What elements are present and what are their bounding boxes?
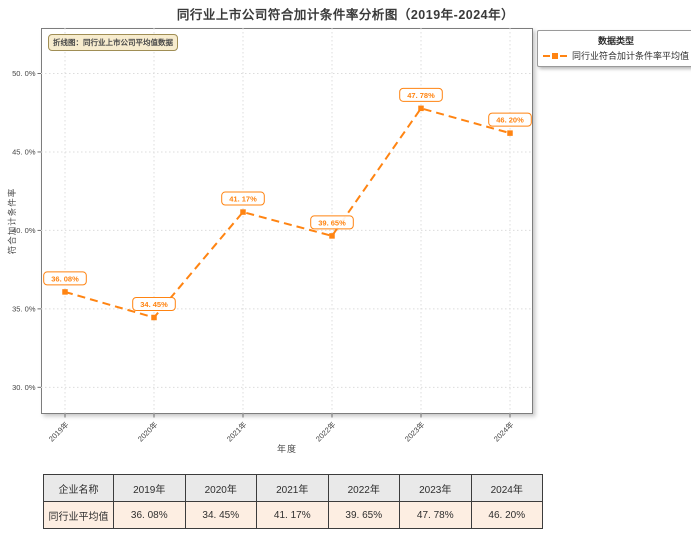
- table-row-label: 同行业平均值: [43, 501, 114, 529]
- y-tick-label: 30. 0%: [12, 383, 36, 392]
- summary-table: 企业名称 2019年 2020年 2021年 2022年 2023年 2024年…: [43, 474, 543, 529]
- table-cell: 46. 20%: [470, 501, 543, 529]
- table-header-cell: 2021年: [256, 474, 329, 502]
- table-header-cell: 2024年: [470, 474, 543, 502]
- table-header-row: 企业名称 2019年 2020年 2021年 2022年 2023年 2024年: [43, 474, 543, 502]
- table-header-cell: 企业名称: [43, 474, 114, 502]
- x-tick-label: 2019年: [46, 419, 71, 444]
- y-tick-label: 50. 0%: [12, 69, 36, 78]
- table-header-cell: 2019年: [113, 474, 186, 502]
- x-tick-label: 2023年: [402, 419, 427, 444]
- table-row: 同行业平均值 36. 08% 34. 45% 41. 17% 39. 65% 4…: [43, 501, 543, 529]
- legend-line-marker-icon: [543, 52, 567, 59]
- table-header-cell: 2020年: [184, 474, 257, 502]
- legend: 数据类型 同行业符合加计条件率平均值: [537, 30, 691, 67]
- x-tick-label: 2021年: [224, 419, 249, 444]
- table-header-cell: 2023年: [399, 474, 472, 502]
- x-tick-label: 2022年: [313, 419, 338, 444]
- legend-item[interactable]: 同行业符合加计条件率平均值: [543, 49, 689, 62]
- table-cell: 47. 78%: [399, 501, 472, 529]
- table-cell: 41. 17%: [256, 501, 329, 529]
- x-tick-label: 2020年: [135, 419, 160, 444]
- y-axis-title: 符合加计条件率: [7, 187, 17, 255]
- chart-title: 同行业上市公司符合加计条件率分析图（2019年-2024年）: [176, 8, 515, 22]
- y-tick-label: 35. 0%: [12, 304, 36, 313]
- table-cell: 34. 45%: [184, 501, 257, 529]
- plot-area: [41, 28, 533, 414]
- table-cell: 39. 65%: [327, 501, 400, 529]
- plot-annotation: 折线图：同行业上市公司平均值数据: [48, 34, 178, 51]
- table-cell: 36. 08%: [113, 501, 186, 529]
- table-header-cell: 2022年: [327, 474, 400, 502]
- legend-title: 数据类型: [598, 36, 635, 46]
- legend-item-label: 同行业符合加计条件率平均值: [572, 51, 690, 61]
- x-axis-title: 年度: [276, 444, 298, 454]
- x-tick-label: 2024年: [491, 419, 516, 444]
- y-tick-label: 45. 0%: [12, 147, 36, 156]
